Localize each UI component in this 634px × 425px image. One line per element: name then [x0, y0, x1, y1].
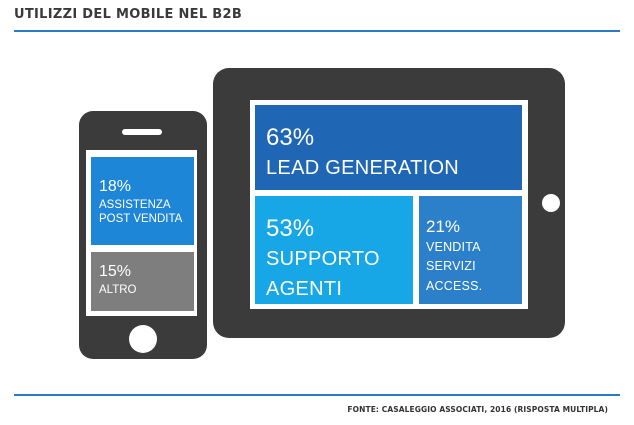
- tile-supporto-agenti: 53% SUPPORTO AGENTI: [255, 196, 413, 304]
- tile-label-line-2: POST VENDITA: [99, 213, 183, 226]
- bottom-divider: [14, 394, 620, 396]
- tile-lead-generation: 63% LEAD GENERATION: [255, 105, 522, 190]
- phone-home-button-icon: [129, 325, 157, 353]
- source-note: FONTE: CASALEGGIO ASSOCIATI, 2016 (RISPO…: [347, 405, 608, 414]
- tile-label-line-2: AGENTI: [266, 278, 343, 301]
- tile-value: 15%: [99, 263, 132, 280]
- tile-label-line-1: VENDITA: [426, 239, 481, 254]
- tile-vendita-servizi: 21% VENDITA SERVIZI ACCESS.: [419, 196, 522, 304]
- tile-label: LEAD GENERATION: [266, 157, 460, 180]
- tile-altro: 15% ALTRO: [91, 252, 194, 311]
- top-divider: [14, 30, 620, 32]
- tile-label-line-3: ACCESS.: [426, 279, 483, 294]
- tile-value: 53%: [266, 215, 315, 242]
- chart-title: UTILIZZI DEL MOBILE NEL B2B: [14, 7, 243, 22]
- tile-assistenza-post-vendita: 18% ASSISTENZA POST VENDITA: [91, 157, 194, 245]
- tile-label-line-1: ASSISTENZA: [99, 198, 171, 211]
- phone-speaker-icon: [122, 129, 162, 135]
- tablet-home-button-icon: [542, 194, 560, 212]
- tile-label-line-2: SERVIZI: [426, 259, 476, 274]
- tile-label-line-1: SUPPORTO: [266, 248, 380, 271]
- tile-value: 63%: [266, 124, 315, 151]
- tile-value: 21%: [426, 217, 461, 236]
- tile-value: 18%: [99, 178, 132, 195]
- tile-label: ALTRO: [99, 283, 137, 296]
